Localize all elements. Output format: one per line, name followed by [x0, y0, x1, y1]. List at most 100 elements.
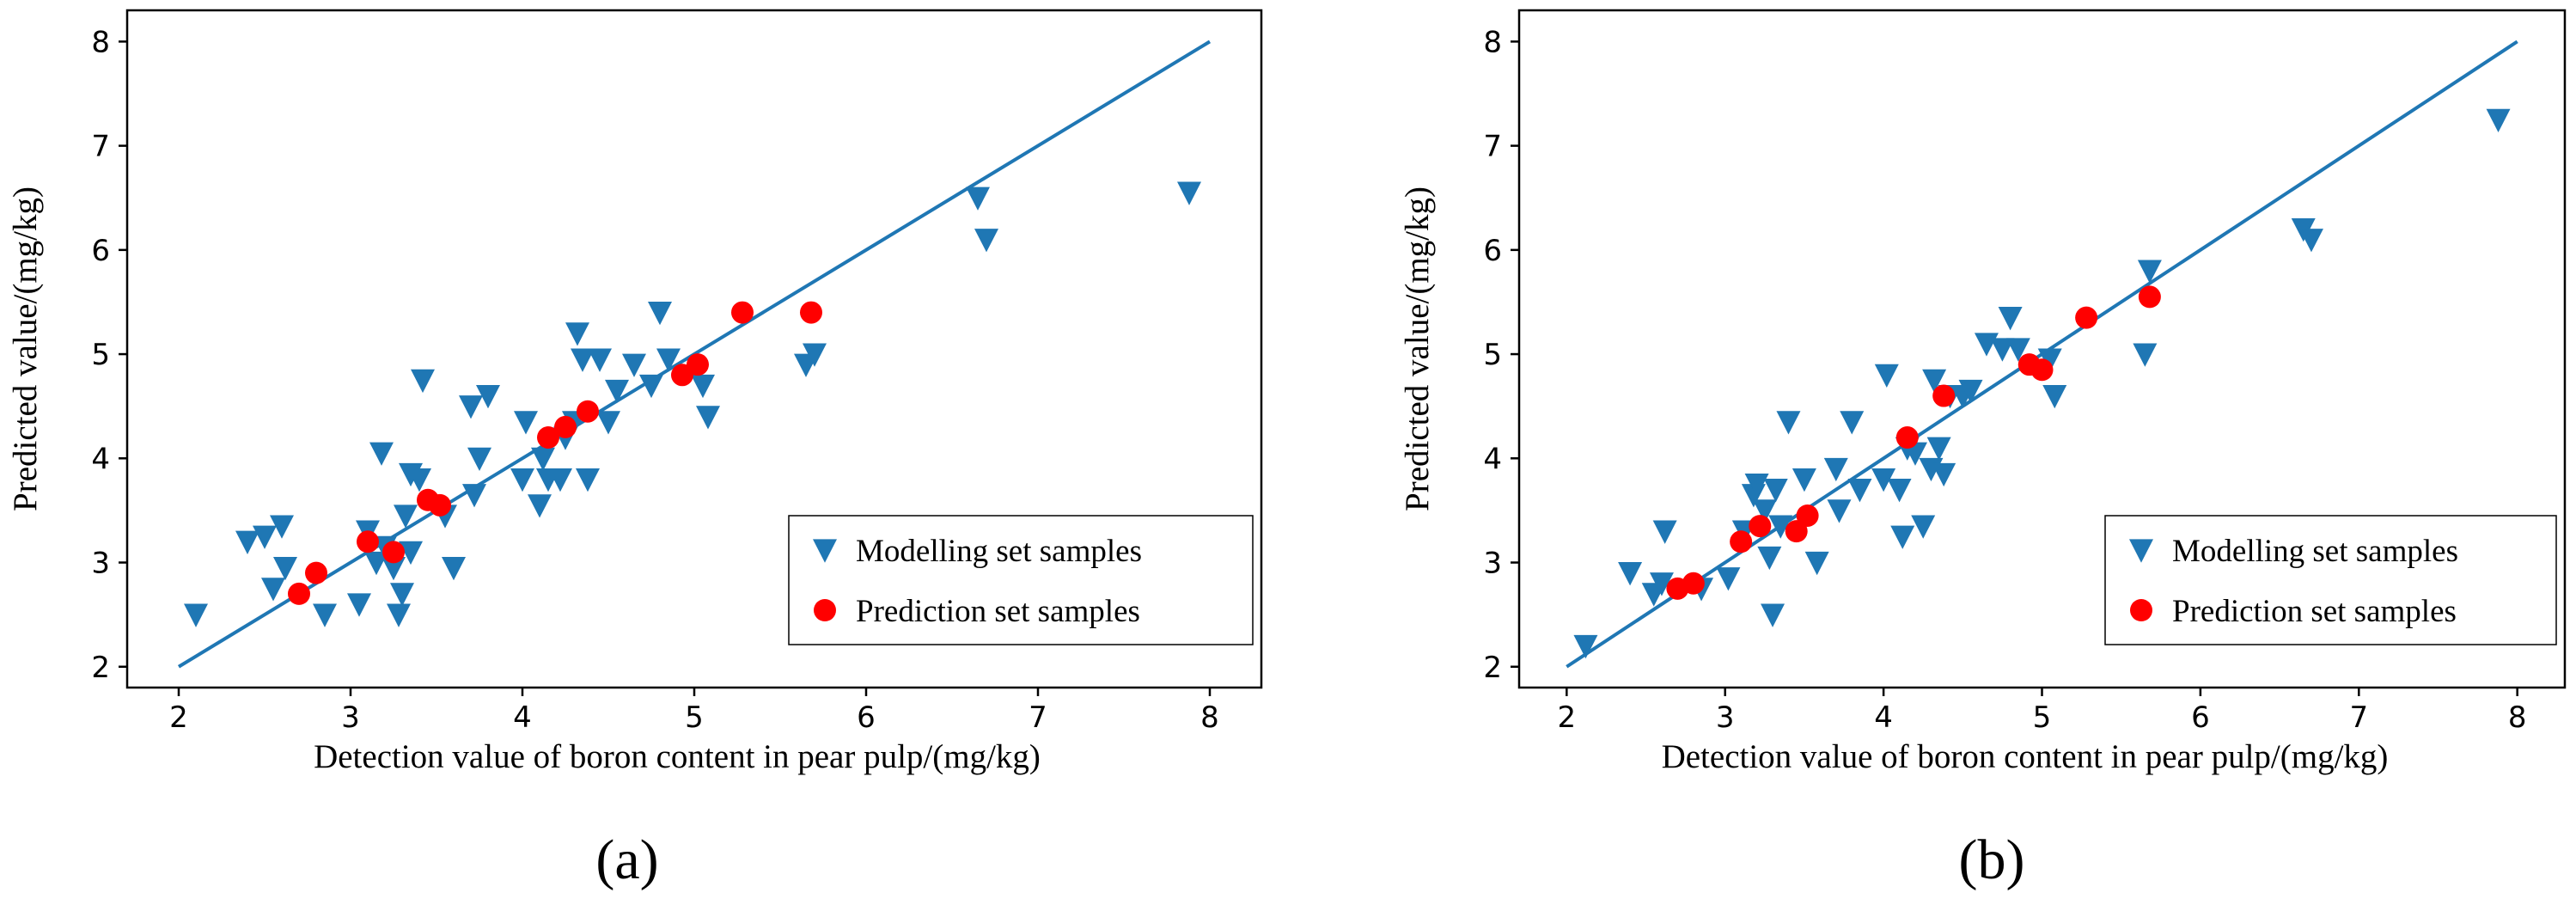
- modelling-point: [411, 369, 435, 394]
- modelling-point: [476, 384, 500, 409]
- y-tick-label: 3: [1483, 547, 1502, 581]
- modelling-point: [347, 593, 371, 617]
- modelling-point: [1763, 479, 1788, 503]
- y-axis-label: Predicted value/(mg/kg): [1399, 187, 1436, 511]
- y-tick-label: 7: [91, 130, 110, 164]
- y-tick-label: 6: [91, 234, 110, 268]
- prediction-point: [1730, 530, 1753, 553]
- modelling-point: [1649, 572, 1674, 596]
- x-tick-label: 5: [2033, 700, 2052, 735]
- modelling-point: [270, 515, 294, 539]
- modelling-point: [2137, 260, 2162, 284]
- x-tick-label: 7: [2349, 700, 2368, 735]
- y-tick-label: 3: [91, 547, 110, 581]
- y-tick-label: 8: [1483, 25, 1502, 59]
- legend-triangle-marker: [2129, 539, 2153, 563]
- x-tick-label: 4: [1874, 700, 1893, 735]
- prediction-point: [1932, 384, 1956, 407]
- x-tick-label: 3: [341, 700, 360, 735]
- prediction-point: [1749, 515, 1772, 538]
- chart-panel-b: 2 3 4 5 6 7 8 2 3 4 5 6 7 8 Detection value of boron c…: [1399, 9, 2567, 891]
- modelling-point: [548, 468, 572, 492]
- y-tick-label: 2: [91, 651, 110, 685]
- modelling-point: [442, 556, 466, 581]
- modelling-point: [2005, 338, 2030, 362]
- modelling-point: [1792, 468, 1816, 492]
- modelling-point: [1744, 474, 1769, 498]
- modelling-point: [261, 578, 285, 602]
- prediction-point: [1796, 504, 1819, 527]
- x-tick-label: 3: [1716, 700, 1735, 735]
- prediction-point: [800, 301, 822, 324]
- panel-label: (a): [595, 829, 658, 891]
- chart-panel-a: 2 3 4 5 6 7 8 2 3 4 5 6 7 8 Detection value of boron c…: [7, 9, 1263, 891]
- modelling-point: [390, 583, 414, 607]
- modelling-point: [605, 379, 629, 404]
- prediction-point: [554, 415, 577, 438]
- modelling-point: [1716, 567, 1741, 591]
- modelling-point: [184, 603, 208, 627]
- legend: Modelling set samples Prediction set samp…: [788, 515, 1254, 645]
- modelling-point: [313, 603, 337, 627]
- x-tick-label: 2: [169, 700, 188, 735]
- modelling-point: [656, 348, 681, 372]
- prediction-point: [288, 582, 310, 605]
- modelling-point: [1958, 379, 1983, 404]
- prediction-point: [577, 400, 599, 423]
- modelling-point: [588, 348, 612, 372]
- prediction-point: [305, 561, 327, 584]
- y-tick-label: 4: [91, 442, 110, 476]
- modelling-point: [407, 468, 431, 492]
- modelling-point: [1911, 515, 1936, 539]
- y-tick-label: 7: [1483, 130, 1502, 164]
- modelling-point: [394, 504, 418, 529]
- modelling-point: [514, 411, 538, 435]
- modelling-point: [1761, 603, 1785, 627]
- modelling-point: [1618, 562, 1643, 586]
- prediction-point: [731, 301, 754, 324]
- modelling-point: [399, 541, 423, 566]
- legend-label-prediction: Prediction set samples: [2172, 594, 2457, 629]
- modelling-point: [1890, 525, 1915, 549]
- x-tick-label: 8: [1200, 700, 1219, 735]
- modelling-point: [1573, 634, 1598, 659]
- modelling-point: [648, 301, 672, 326]
- prediction-point: [1682, 572, 1705, 595]
- x-axis-label: Detection value of boron content in pear…: [1662, 738, 2389, 775]
- modelling-point: [253, 525, 277, 549]
- modelling-point: [1177, 181, 1201, 205]
- x-tick-label: 7: [1029, 700, 1047, 735]
- modelling-point: [639, 374, 663, 399]
- modelling-point: [382, 556, 406, 581]
- modelling-point: [2486, 108, 2511, 132]
- modelling-point: [531, 447, 555, 471]
- legend-circle-marker: [2130, 599, 2152, 621]
- legend-box: [2104, 515, 2557, 645]
- prediction-point: [429, 493, 451, 517]
- legend-label-modelling: Modelling set samples: [856, 534, 1142, 569]
- modelling-point: [1768, 515, 1793, 539]
- modelling-point: [974, 229, 998, 253]
- x-tick-label: 6: [2191, 700, 2210, 735]
- prediction-point: [2138, 285, 2161, 309]
- modelling-point: [2298, 229, 2323, 253]
- modelling-point: [571, 348, 595, 372]
- modelling-point: [273, 556, 297, 581]
- modelling-point: [622, 353, 646, 377]
- y-tick-label: 5: [1483, 338, 1502, 372]
- modelling-point: [1871, 468, 1896, 492]
- y-tick-label: 8: [91, 25, 110, 59]
- prediction-point: [357, 530, 379, 553]
- prediction-point: [382, 541, 405, 564]
- modelling-point: [235, 530, 259, 554]
- prediction-point: [537, 426, 559, 449]
- modelling-point: [1804, 551, 1829, 576]
- modelling-point: [510, 468, 534, 492]
- x-tick-label: 6: [857, 700, 876, 735]
- modelling-point: [369, 442, 394, 466]
- modelling-point: [1990, 338, 2015, 362]
- modelling-point: [576, 468, 600, 492]
- modelling-point: [1840, 411, 1865, 435]
- prediction-point: [1895, 426, 1919, 449]
- modelling-point: [462, 484, 486, 508]
